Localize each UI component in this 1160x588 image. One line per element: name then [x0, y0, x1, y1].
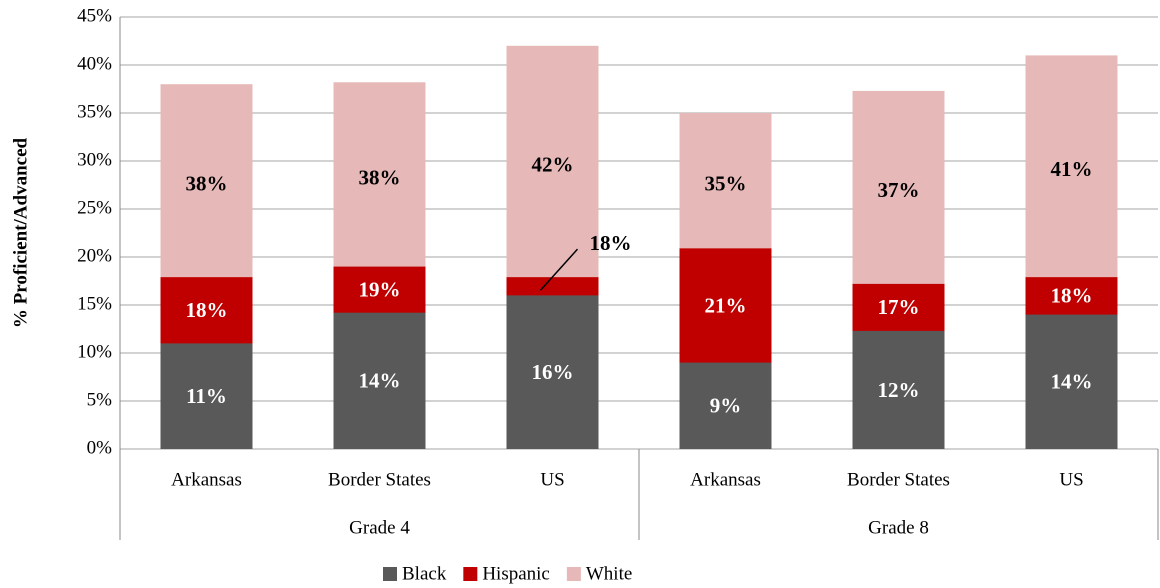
legend-swatch	[566, 567, 581, 581]
y-axis-label: % Proficient/Advanced	[10, 137, 31, 328]
data-label: 35%	[705, 171, 747, 195]
y-tick-label: 35%	[77, 101, 112, 122]
y-tick-label: 0%	[87, 437, 113, 458]
data-label: 14%	[1051, 370, 1093, 394]
data-label: 18%	[186, 298, 228, 322]
data-label: 41%	[1051, 157, 1093, 181]
bar	[333, 312, 426, 449]
data-label: 38%	[359, 165, 401, 189]
group-label: Grade 8	[868, 517, 929, 538]
data-label: 14%	[359, 369, 401, 393]
bar	[852, 330, 945, 449]
y-tick-label: 30%	[77, 149, 112, 170]
y-tick-label: 15%	[77, 293, 112, 314]
bar	[1025, 314, 1118, 449]
bar	[160, 343, 253, 449]
data-label: 17%	[878, 295, 920, 319]
y-tick-label: 45%	[77, 5, 112, 26]
legend-label: White	[586, 563, 632, 584]
bar	[506, 295, 599, 449]
legend-label: Black	[402, 563, 447, 584]
data-label: 11%	[186, 384, 227, 408]
x-tick-label: Border States	[847, 469, 950, 490]
bar	[679, 362, 772, 449]
y-tick-label: 5%	[87, 389, 113, 410]
y-tick-label: 10%	[77, 341, 112, 362]
leader-line	[539, 248, 579, 291]
data-label: 18%	[1051, 284, 1093, 308]
data-label: 37%	[878, 178, 920, 202]
legend-label: Hispanic	[482, 563, 550, 584]
legend-swatch	[463, 567, 478, 581]
y-tick-label: 40%	[77, 53, 112, 74]
group-label: Grade 4	[349, 517, 410, 538]
y-tick-label: 25%	[77, 197, 112, 218]
data-label: 21%	[705, 293, 747, 317]
data-label: 16%	[532, 360, 574, 384]
legend-swatch	[383, 567, 397, 581]
x-tick-label: US	[540, 469, 564, 490]
data-label: 18%	[590, 231, 632, 255]
x-tick-label: US	[1059, 469, 1083, 490]
data-label: 38%	[186, 171, 228, 195]
x-tick-label: Arkansas	[171, 469, 242, 490]
data-label: 19%	[359, 277, 401, 301]
x-tick-label: Border States	[328, 469, 431, 490]
y-tick-label: 20%	[77, 245, 112, 266]
data-label: 12%	[878, 378, 920, 402]
data-label: 9%	[710, 394, 742, 418]
x-tick-label: Arkansas	[690, 469, 761, 490]
data-label: 42%	[532, 152, 574, 176]
